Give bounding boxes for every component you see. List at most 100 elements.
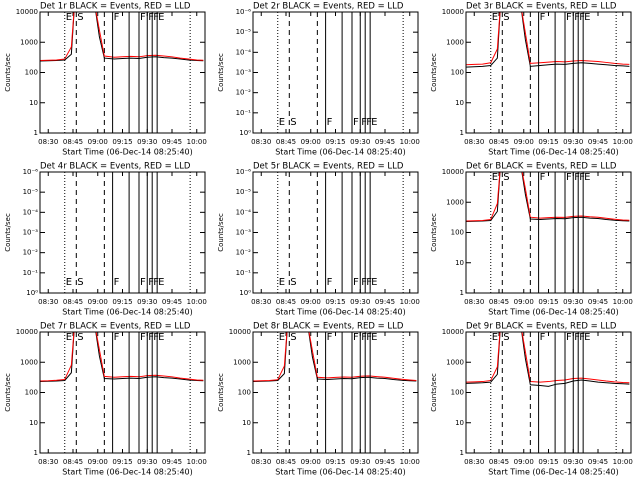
event-label: F: [114, 332, 120, 343]
chart-title: Det 5r BLACK = Events, RED = LLD: [253, 162, 404, 172]
y-tick-label: 1000: [233, 358, 251, 366]
y-tick-label: 10⁰: [239, 289, 251, 297]
y-tick-label: 1: [460, 449, 464, 457]
y-tick-label: 10⁻⁶: [236, 8, 252, 16]
x-tick-label: 09:45: [588, 458, 608, 466]
event-label: F: [579, 172, 585, 183]
x-tick-label: 08:30: [464, 458, 484, 466]
event-label: E: [279, 332, 285, 343]
event-label: F: [566, 172, 572, 183]
panel: Det 5r BLACK = Events, RED = LLD Start Ti…: [217, 162, 420, 317]
plot-frame: [39, 11, 206, 134]
event-label: F: [114, 12, 120, 23]
y-tick-label: 10: [455, 99, 464, 107]
event-label: F: [361, 332, 367, 343]
y-axis-label: Counts/sec: [4, 213, 12, 252]
y-tick-label: 10⁻⁶: [236, 168, 252, 176]
event-label: E: [158, 277, 164, 288]
x-tick-label: 09:00: [88, 458, 108, 466]
x-tick-label: 09:15: [325, 458, 345, 466]
x-tick-label: 09:30: [350, 458, 370, 466]
event-label: E: [371, 277, 377, 288]
x-axis-label: Start Time (06-Dec-14 08:25:40): [62, 468, 193, 477]
data-line: [466, 172, 630, 222]
y-tick-label: 10⁻⁴: [236, 208, 252, 216]
data-line: [466, 12, 630, 66]
event-label: E: [66, 277, 72, 288]
data-line: [253, 332, 417, 382]
y-tick-label: 100: [238, 389, 251, 397]
x-tick-label: 08:45: [489, 458, 509, 466]
x-tick-label: 09:45: [375, 458, 395, 466]
data-line: [466, 12, 630, 68]
event-label: F: [540, 172, 546, 183]
x-tick-label: 09:30: [350, 138, 370, 146]
x-tick-label: 09:00: [301, 298, 321, 306]
x-tick-label: 09:30: [137, 458, 157, 466]
event-label: E: [492, 12, 498, 23]
event-label: F: [361, 117, 367, 128]
x-tick-label: 09:45: [375, 298, 395, 306]
y-axis-label: Counts/sec: [217, 53, 225, 92]
y-tick-label: 10: [29, 99, 38, 107]
y-tick-label: 10⁻³: [236, 69, 252, 77]
y-tick-label: 10⁻⁶: [23, 168, 39, 176]
x-tick-label: 10:00: [613, 458, 633, 466]
x-tick-label: 09:45: [162, 138, 182, 146]
x-tick-label: 09:15: [538, 298, 558, 306]
x-tick-label: 08:45: [489, 298, 509, 306]
panel: Det 2r BLACK = Events, RED = LLD Start Ti…: [217, 2, 420, 157]
y-axis-label: Counts/sec: [217, 213, 225, 252]
event-label: S: [503, 172, 509, 183]
x-tick-label: 09:00: [514, 458, 534, 466]
panel: Det 8r BLACK = Events, RED = LLD Start Ti…: [217, 322, 420, 477]
chart-title: Det 9r BLACK = Events, RED = LLD: [466, 322, 617, 332]
y-tick-label: 10⁻⁴: [236, 48, 252, 56]
x-tick-label: 09:45: [162, 298, 182, 306]
x-tick-label: 09:15: [112, 138, 132, 146]
x-axis-label: Start Time (06-Dec-14 08:25:40): [488, 308, 619, 317]
y-tick-label: 10⁻²: [236, 89, 252, 97]
x-tick-label: 08:30: [251, 138, 271, 146]
event-label: F: [140, 332, 146, 343]
event-label: F: [148, 12, 154, 23]
x-tick-label: 09:45: [375, 138, 395, 146]
x-tick-label: 08:30: [38, 458, 58, 466]
y-axis-label: Counts/sec: [4, 53, 12, 92]
plot-frame: [39, 331, 206, 454]
x-tick-label: 08:45: [489, 138, 509, 146]
plot-frame: [465, 171, 632, 294]
x-axis-label: Start Time (06-Dec-14 08:25:40): [488, 148, 619, 157]
y-tick-label: 1000: [20, 38, 38, 46]
y-tick-label: 100: [25, 389, 38, 397]
x-axis-label: Start Time (06-Dec-14 08:25:40): [275, 308, 406, 317]
plot-frame: [252, 171, 419, 294]
y-tick-label: 10000: [442, 8, 464, 16]
x-tick-label: 10:00: [400, 458, 420, 466]
y-tick-label: 10⁰: [239, 129, 251, 137]
y-tick-label: 10⁻²: [23, 249, 39, 257]
data-line: [466, 332, 630, 384]
event-label: F: [353, 332, 359, 343]
chart-title: Det 4r BLACK = Events, RED = LLD: [40, 162, 191, 172]
x-tick-label: 08:45: [276, 298, 296, 306]
y-axis-label: Counts/sec: [430, 213, 438, 252]
event-label: F: [574, 12, 580, 23]
y-tick-label: 10: [455, 259, 464, 267]
event-label: E: [492, 332, 498, 343]
panel: Det 7r BLACK = Events, RED = LLD Start Ti…: [4, 322, 207, 477]
data-line: [466, 172, 630, 223]
event-label: F: [574, 332, 580, 343]
chart-title: Det 8r BLACK = Events, RED = LLD: [253, 322, 404, 332]
event-label: F: [366, 277, 372, 288]
x-tick-label: 10:00: [400, 138, 420, 146]
x-tick-label: 08:30: [251, 458, 271, 466]
event-label: S: [503, 332, 509, 343]
x-tick-label: 09:30: [563, 458, 583, 466]
data-line: [466, 332, 630, 387]
x-tick-label: 08:30: [464, 138, 484, 146]
y-tick-label: 10000: [442, 328, 464, 336]
y-tick-label: 10⁻⁵: [236, 28, 252, 36]
x-tick-label: 10:00: [400, 298, 420, 306]
